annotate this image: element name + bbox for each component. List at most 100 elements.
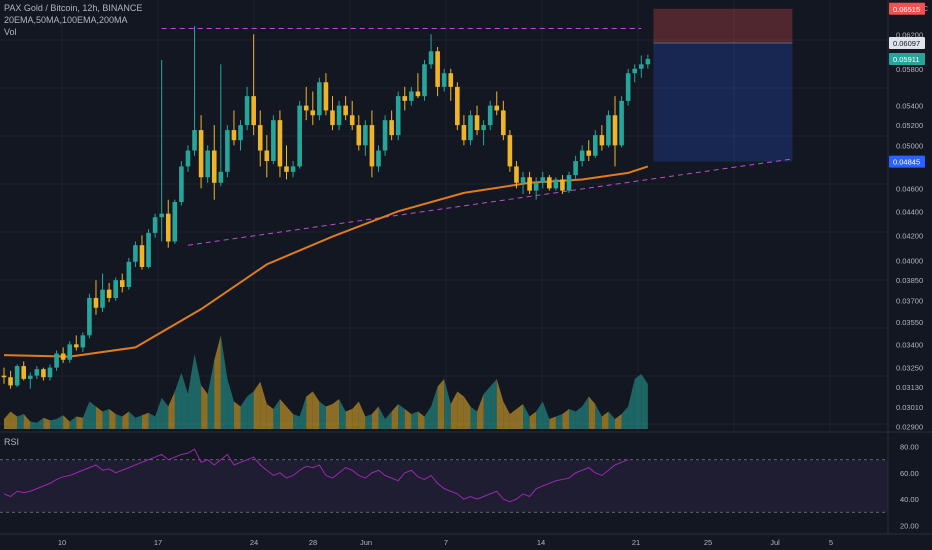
volume-segment <box>23 414 31 429</box>
volume-segment <box>621 406 629 429</box>
candle-body <box>1 375 7 378</box>
rsi-pane[interactable] <box>0 431 932 534</box>
volume-segment <box>187 354 195 429</box>
candle-body <box>27 375 33 379</box>
volume-segment <box>345 409 353 429</box>
target-zone[interactable] <box>653 42 793 162</box>
volume-segment <box>371 406 379 429</box>
rsi-tick: 80.00 <box>900 443 919 452</box>
candle-body <box>179 166 184 203</box>
price-tag-last: 0.05911 <box>893 55 920 64</box>
candle-body <box>369 125 375 167</box>
candle-body <box>363 125 368 146</box>
trendlines[interactable] <box>161 28 793 246</box>
candle-body <box>73 344 79 348</box>
price-tag-bg <box>889 155 925 168</box>
price-tick: 0.03010 <box>896 403 923 412</box>
volume-segment <box>431 386 438 429</box>
volume-segment <box>247 391 254 429</box>
volume-segment <box>529 411 537 429</box>
candle-body <box>165 213 171 242</box>
volume-segment <box>325 404 333 429</box>
ma-line <box>3 165 649 358</box>
volume-segment <box>4 411 11 429</box>
candle-body <box>566 175 572 191</box>
indicators-legend[interactable]: 20EMA,50MA,100EMA,200MA <box>4 15 128 25</box>
candle-body <box>317 82 322 116</box>
volume-segment <box>273 399 280 429</box>
chart-title[interactable]: PAX Gold / Bitcoin, 12h, BINANCE <box>4 3 143 13</box>
volume-segment <box>503 401 510 429</box>
candle-body <box>284 166 289 172</box>
candle-body <box>409 91 414 101</box>
volume-segment <box>365 414 372 429</box>
volume-segment <box>608 411 616 429</box>
candle-body <box>185 150 191 167</box>
volume-segment <box>332 399 340 429</box>
candle-body <box>389 120 394 136</box>
candle-body <box>547 177 552 189</box>
rsi-legend[interactable]: RSI <box>4 437 20 447</box>
stop-zone[interactable] <box>653 8 793 43</box>
volume-segment <box>115 414 123 429</box>
price-tick: 0.03400 <box>896 340 923 349</box>
rsi-band <box>0 459 888 513</box>
time-tick: 10 <box>58 538 66 547</box>
candle-body <box>625 73 631 101</box>
candle-body <box>441 73 447 87</box>
candle-body <box>619 100 624 146</box>
candle-body <box>356 125 362 146</box>
price-tags: 0.06515 0.06097 0.05911 0.04845 <box>889 2 925 168</box>
candle-body <box>277 120 283 167</box>
price-tick: 0.03850 <box>896 276 923 285</box>
volume-segment <box>220 335 228 429</box>
volume-segment <box>470 406 478 429</box>
volume-segment <box>523 404 530 429</box>
price-tag-stop: 0.06515 <box>893 5 920 14</box>
price-tick: 0.06200 <box>896 30 923 39</box>
candle-body <box>113 280 118 298</box>
candle-body <box>448 73 454 87</box>
candle-body <box>606 115 611 146</box>
time-tick: 7 <box>444 538 448 547</box>
price-tick: 0.03550 <box>896 318 923 327</box>
volume-legend[interactable]: Vol <box>4 27 17 37</box>
price-tag-bg <box>889 52 925 65</box>
volume-segment <box>516 404 524 429</box>
candle-body <box>461 125 467 141</box>
candle-body <box>586 150 592 156</box>
volume-segment <box>89 401 96 429</box>
volume-segment <box>69 416 77 429</box>
volume-segment <box>463 396 471 429</box>
candle-body <box>119 280 125 287</box>
candle-body <box>8 377 13 386</box>
candle-body <box>54 353 59 368</box>
volume-segment <box>76 416 83 429</box>
price-tag-entry: 0.06097 <box>893 39 920 48</box>
volume-segment <box>641 374 648 429</box>
volume-segment <box>385 411 392 429</box>
price-tick: 0.03130 <box>896 383 923 392</box>
candle-body <box>238 125 243 141</box>
candles[interactable] <box>1 26 651 389</box>
time-tick: Jun <box>360 538 372 547</box>
price-tick: 0.05000 <box>896 141 923 150</box>
candle-body <box>343 105 348 116</box>
volume-segment <box>286 406 294 429</box>
volume-segment <box>49 419 57 429</box>
time-axis[interactable]: 10 17 24 28 Jun 7 14 21 25 Jul 5 <box>0 533 932 547</box>
candle-body <box>60 353 66 360</box>
candle-body <box>527 177 532 191</box>
price-tick: 0.03250 <box>896 364 923 373</box>
price-axis[interactable]: BTC 0.062000.058000.054000.052000.050000… <box>887 0 929 534</box>
volume-segment <box>122 411 129 429</box>
candle-body <box>225 130 230 172</box>
position-box[interactable] <box>653 8 793 162</box>
volume-segment <box>155 397 162 429</box>
volume-segment <box>477 394 484 429</box>
price-tick: 0.02900 <box>896 422 923 431</box>
candle-body <box>514 166 519 183</box>
volume-segment <box>404 409 412 429</box>
candle-body <box>34 369 40 376</box>
